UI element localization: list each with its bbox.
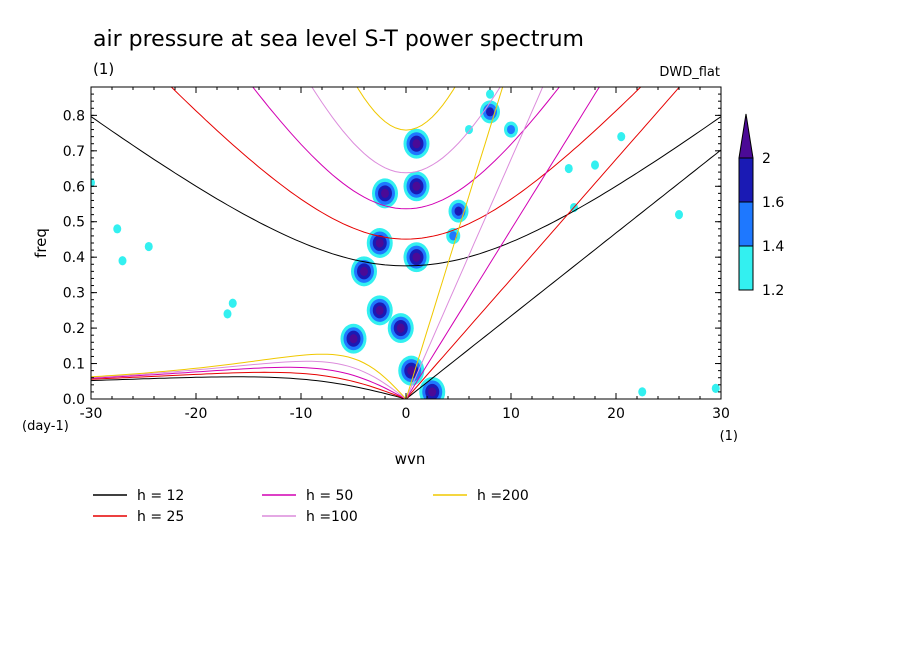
contour-blob-24	[675, 210, 683, 220]
y-unit-label: (day-1)	[22, 419, 69, 434]
colorbar-label: 1.6	[762, 195, 784, 211]
dispersion-curves	[91, 87, 721, 399]
legend-item: h = 25	[93, 509, 184, 525]
contour-blob-10	[372, 178, 398, 209]
legend: h = 12 h = 25 h = 50 h =100 h =200	[93, 488, 529, 525]
contour-blob-12	[448, 199, 469, 223]
x-tick-label: -10	[290, 406, 313, 422]
axes: -30 -20 -10 0 10 20 30 0.0 0.1 0.2 0.3 0.4 0.5 0.6 0.7…	[63, 87, 730, 422]
contour-blob-22	[144, 241, 153, 252]
curve-h-25	[91, 87, 681, 399]
x-tick-label: 20	[607, 406, 625, 422]
x-tick-label: -30	[80, 406, 103, 422]
legend-item: h =200	[433, 488, 529, 504]
colorbar-label: 1.2	[762, 283, 784, 299]
contour-blob-8	[351, 256, 377, 287]
contour-blob-13	[504, 121, 518, 138]
legend-item: h = 50	[262, 488, 353, 504]
contour-blob-3	[419, 376, 446, 399]
legend-label: h =200	[477, 488, 529, 504]
y-tick-label: 0.5	[63, 215, 85, 231]
y-tick-label: 0.4	[63, 250, 85, 266]
contour-blob-19	[113, 224, 122, 234]
y-axis-label: freq	[32, 228, 50, 258]
chart-title: air pressure at sea level S-T power spec…	[93, 27, 584, 52]
colorbar-label: 1.4	[762, 239, 784, 255]
y-tick-label: 0.1	[63, 357, 85, 373]
contour-blob-20	[228, 298, 237, 308]
y-tick-label: 0.3	[63, 286, 85, 302]
contour-blob-21	[223, 309, 232, 319]
contour-blob-5	[387, 313, 414, 344]
legend-label: h = 50	[306, 488, 353, 504]
colorbar: 1.2 1.4 1.6 2	[738, 113, 784, 299]
contour-blob-27	[617, 132, 626, 142]
legend-item: h = 12	[93, 488, 184, 504]
curve-h-200	[91, 87, 504, 399]
colorbar-segment	[738, 201, 754, 247]
colorbar-segment	[738, 157, 754, 203]
x-axis-label: wvn	[395, 450, 426, 468]
contour-blob-26	[91, 178, 95, 188]
x-tick-label: 0	[402, 406, 411, 422]
colorbar-overflow	[738, 113, 754, 159]
contour-blob-7	[340, 323, 367, 354]
plot-frame	[90, 86, 722, 400]
colorbar-segment	[738, 245, 754, 291]
colorbar-label: 2	[762, 151, 771, 167]
legend-item: h =100	[262, 509, 358, 525]
spectrum-contours	[91, 89, 720, 399]
contour-blob-18	[711, 383, 720, 393]
contour-blob-0	[403, 128, 430, 159]
contour-blob-1	[403, 171, 430, 202]
contour-blob-29	[465, 124, 473, 135]
y-tick-label: 0.2	[63, 321, 85, 337]
contour-blob-16	[564, 163, 573, 174]
x-unit-label: (1)	[720, 429, 738, 444]
x-tick-label: 30	[712, 406, 730, 422]
y-tick-label: 0.8	[63, 108, 85, 124]
title-unit: (1)	[93, 60, 114, 78]
source-label: DWD_flat	[659, 65, 720, 80]
contour-blob-28	[486, 89, 494, 99]
contour-blob-2	[403, 242, 430, 273]
contour-blob-15	[591, 160, 599, 170]
contour-blob-6	[366, 295, 393, 326]
curve-h-50	[91, 87, 600, 399]
curve-h-100	[91, 87, 544, 399]
legend-label: h =100	[306, 509, 358, 525]
y-tick-label: 0.6	[63, 179, 85, 195]
curve-h-12	[91, 116, 721, 399]
y-tick-label: 0.0	[63, 392, 85, 408]
x-tick-label: -20	[185, 406, 208, 422]
x-tick-label: 10	[502, 406, 520, 422]
contour-blob-9	[366, 228, 393, 258]
legend-label: h = 25	[137, 509, 184, 525]
contour-blob-17	[638, 387, 647, 397]
contour-blob-23	[118, 256, 127, 266]
y-tick-label: 0.7	[63, 144, 85, 160]
legend-label: h = 12	[137, 488, 184, 504]
